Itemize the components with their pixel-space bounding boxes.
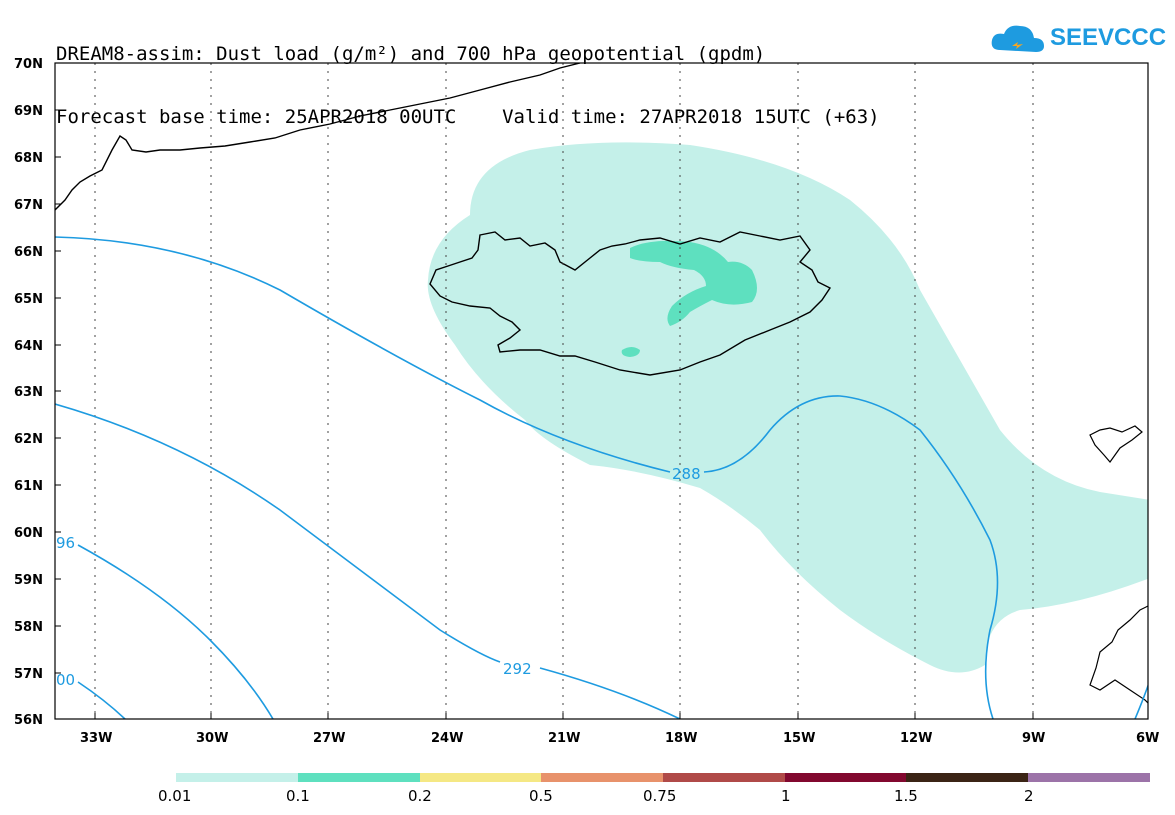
lat-label-56n: 56N [14, 713, 43, 728]
lat-label-59n: 59N [14, 573, 43, 588]
lon-label-9w: 9W [1022, 731, 1045, 746]
faroe-islands [1089, 425, 1143, 463]
lon-label-30w: 30W [196, 731, 228, 746]
scotland-coastline [1089, 605, 1148, 704]
lat-label-62n: 62N [14, 432, 43, 447]
colorbar-swatch-7 [1028, 773, 1150, 782]
greenland-coastline [55, 63, 581, 211]
colorbar-swatch-5 [785, 773, 906, 782]
lat-label-58n: 58N [14, 620, 43, 635]
graticule [94, 63, 1034, 719]
title-line-1: DREAM8-assim: Dust load (g/m²) and 700 h… [56, 43, 766, 65]
lon-label-27w: 27W [313, 731, 345, 746]
lon-label-21w: 21W [548, 731, 580, 746]
map-title: DREAM8-assim: Dust load (g/m²) and 700 h… [56, 2, 880, 149]
lon-label-18w: 18W [665, 731, 697, 746]
lat-label-63n: 63N [14, 385, 43, 400]
contour-288 [55, 236, 999, 719]
colorbar-label-7: 2 [1024, 787, 1034, 805]
cloud-icon [991, 25, 1044, 52]
lat-label-70n: 70N [14, 57, 43, 72]
lat-label-57n: 57N [14, 667, 43, 682]
lat-label-69n: 69N [14, 104, 43, 119]
lon-axis: 33W 30W 27W 24W 21W 18W 15W 12W 9W 6W [80, 713, 1159, 746]
lat-label-65n: 65N [14, 292, 43, 307]
lon-label-12w: 12W [900, 731, 932, 746]
logo-text: SEEVCCC [1050, 24, 1167, 51]
colorbar-label-1: 0.1 [286, 787, 310, 805]
colorbar-label-2: 0.2 [408, 787, 432, 805]
colorbar-label-5: 1 [781, 787, 791, 805]
lat-label-66n: 66N [14, 245, 43, 260]
lat-label-60n: 60N [14, 526, 43, 541]
colorbar-swatch-1 [298, 773, 420, 782]
title-line-2: Forecast base time: 25APR2018 00UTC Vali… [56, 106, 880, 128]
colorbar-swatch-0 [176, 773, 298, 782]
contour-label-288: 288 [672, 465, 701, 483]
colorbar-swatch-6 [906, 773, 1028, 782]
dust-patch-medium [630, 240, 757, 326]
lon-label-15w: 15W [783, 731, 815, 746]
contour-296 [77, 544, 274, 719]
iceland-coastline [429, 231, 832, 376]
colorbar: 0.01 0.1 0.2 0.5 0.75 1 1.5 2 [158, 773, 1150, 805]
lat-label-67n: 67N [14, 198, 43, 213]
colorbar-swatch-2 [420, 773, 541, 782]
lat-axis: 70N 69N 68N 67N 66N 65N 64N 63N 62N 61N … [14, 57, 61, 728]
colorbar-label-6: 1.5 [894, 787, 918, 805]
contour-label-00: 00 [56, 671, 75, 689]
colorbar-swatch-4 [663, 773, 785, 782]
lon-label-6w: 6W [1136, 731, 1159, 746]
colorbar-label-0: 0.01 [158, 787, 191, 805]
dust-patch-small [621, 347, 640, 357]
contour-label-292: 292 [503, 660, 532, 678]
colorbar-label-4: 0.75 [643, 787, 676, 805]
contour-right [1134, 683, 1148, 719]
lat-label-61n: 61N [14, 479, 43, 494]
colorbar-label-3: 0.5 [529, 787, 553, 805]
lat-label-64n: 64N [14, 339, 43, 354]
geopotential-contours [55, 236, 1148, 719]
contour-292 [55, 403, 681, 719]
lat-label-68n: 68N [14, 151, 43, 166]
dust-plume-light [427, 142, 1148, 673]
lon-label-33w: 33W [80, 731, 112, 746]
contour-label-96: 96 [56, 534, 75, 552]
contour-300 [77, 681, 126, 719]
colorbar-swatch-3 [541, 773, 663, 782]
lon-label-24w: 24W [431, 731, 463, 746]
